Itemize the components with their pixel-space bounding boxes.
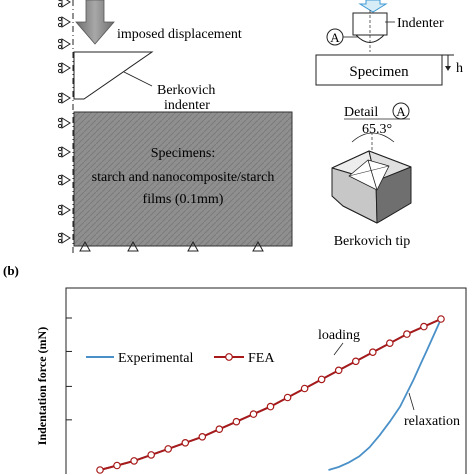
fea-data-point: [249, 410, 258, 418]
fea-data-point: [385, 339, 394, 348]
roller-supports-bottom: [79, 240, 264, 252]
relaxation-leader: [408, 392, 415, 411]
fea-data-point: [232, 417, 241, 426]
tip-caption: Berkovich tip: [334, 234, 411, 249]
h-label: h: [456, 61, 463, 76]
fea-data-point: [266, 402, 275, 411]
specimens-title: Specimens:: [151, 146, 216, 161]
berkovich-label-1: Berkovich: [157, 83, 215, 98]
specimen-box-label: Specimen: [349, 64, 409, 80]
berkovich-indenter-shape: [73, 51, 154, 100]
detail-view-letter: A: [396, 104, 406, 119]
fea-data-point: [198, 432, 207, 441]
fea-data-point: [283, 393, 292, 402]
fea-data-point: [215, 425, 224, 434]
displacement-arrow-icon: [75, 0, 115, 45]
y-axis-label: Indentation force (mN): [35, 327, 49, 445]
angle-label: 65.3°: [362, 122, 392, 137]
roller-supports-left: [57, 0, 71, 244]
specimen-box: [315, 54, 443, 86]
fea-data-point: [317, 375, 326, 384]
specimens-line-1: starch and nanocomposite/starch: [92, 170, 275, 185]
indenter-schematic: Indenter A Specimen h: [315, 0, 463, 86]
fea-data-point: [403, 330, 411, 338]
specimens-line-2: films (0.1mm): [143, 192, 224, 207]
legend-experimental-label: Experimental: [118, 351, 194, 366]
detail-view: Detail A 65.3° Berkovich tip: [331, 102, 412, 249]
h-arrow-icon: [445, 66, 451, 71]
fea-data-point: [368, 348, 377, 357]
indenter-label: Indenter: [397, 16, 444, 31]
fea-data-point: [130, 457, 138, 465]
detail-label: Detail: [344, 105, 378, 120]
loading-leader: [333, 342, 344, 356]
fea-data-point: [181, 438, 190, 447]
fea-data-point: [437, 315, 445, 323]
plot-area: [65, 287, 467, 474]
detail-view-circle-icon: [392, 102, 410, 120]
y-ticks: [66, 317, 72, 421]
fea-data-point: [147, 451, 156, 459]
legend-fea-label: FEA: [248, 351, 275, 366]
specimen-block: [73, 111, 293, 247]
berkovich-tip-icon: [331, 150, 412, 224]
panel-a: imposed displacement Berkovich indenter …: [57, 0, 463, 255]
blue-arrow-icon: [358, 0, 388, 13]
legend-fea-marker: [225, 353, 233, 361]
legend: Experimental FEA: [86, 351, 275, 366]
fea-data-point: [351, 357, 360, 366]
series-layer: [96, 315, 445, 474]
fea-data-point: [334, 366, 343, 375]
fea-data-point: [164, 445, 173, 453]
imposed-displacement-label: imposed displacement: [117, 27, 242, 42]
detail-a-letter: A: [330, 30, 340, 45]
panel-b-label: (b): [3, 263, 19, 278]
panel-b: (b) Indentation force (mN) loading relax…: [3, 263, 467, 474]
berkovich-label-2: indenter: [164, 98, 210, 113]
fea-data-point: [96, 466, 104, 474]
fea-data-point: [420, 322, 428, 331]
indenter-leader-line: [123, 71, 153, 87]
loading-label: loading: [318, 328, 360, 343]
fea-data-point: [300, 384, 309, 393]
relaxation-label: relaxation: [404, 414, 460, 429]
fea-data-point: [113, 461, 121, 470]
angle-arc: [351, 132, 395, 143]
